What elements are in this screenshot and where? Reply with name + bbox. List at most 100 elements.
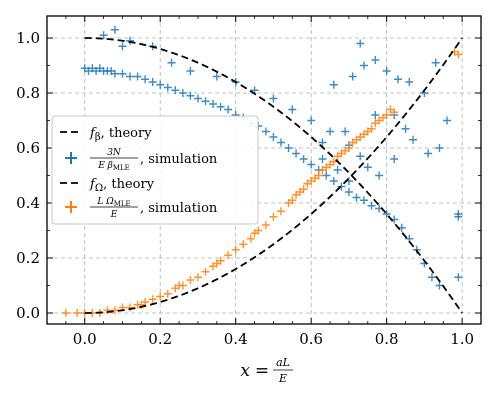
beta-simulation-point: [382, 67, 391, 75]
beta-simulation-point: [224, 105, 233, 114]
beta-simulation-point: [363, 163, 372, 172]
omega-simulation-point: [363, 127, 372, 136]
omega-sim-numerator: L ΩMLE: [96, 197, 130, 208]
fbeta-theory-label: fβ, theory: [89, 126, 152, 143]
beta-simulation-point: [209, 100, 218, 108]
beta-simulation-point: [156, 80, 165, 89]
beta-simulation-point: [216, 102, 225, 111]
omega-simulation-point: [318, 166, 327, 174]
beta-simulation-point: [110, 25, 119, 34]
beta-simulation-point: [371, 56, 380, 64]
omega-simulation-point: [356, 133, 365, 141]
omega-simulation-point: [310, 174, 319, 183]
beta-simulation-point: [382, 210, 391, 218]
omega-simulation-point: [295, 188, 304, 196]
omega-simulation-point: [341, 146, 350, 155]
omega-simulation-point: [386, 105, 395, 114]
beta-simulation-point: [292, 149, 301, 158]
beta-simulation-point: [163, 83, 172, 92]
omega-simulation-point: [303, 179, 312, 188]
beta-simulation-point: [344, 188, 353, 196]
beta-simulation-point: [427, 273, 436, 282]
fomega-theory-line: [84, 37, 463, 314]
beta-simulation-point: [126, 36, 135, 45]
omega-simulation: [61, 47, 463, 317]
x-axis-label-numerator: aL: [276, 356, 290, 369]
fomega-theory-label: fΩ, theory: [89, 177, 155, 194]
beta-simulation-point: [405, 78, 414, 86]
beta-simulation-point: [269, 133, 278, 141]
x-tick-label: 0.8: [375, 330, 399, 348]
y-tick-label: 1.0: [16, 29, 40, 47]
x-tick-label: 1.0: [450, 330, 474, 348]
beta-simulation-point: [367, 201, 376, 210]
beta-simulation-point: [409, 135, 418, 144]
omega-simulation-point: [269, 212, 278, 221]
beta-simulation-point: [360, 196, 369, 205]
omega-simulation-point: [212, 259, 221, 268]
omega-simulation-point: [261, 221, 270, 229]
beta-simulation-point: [299, 155, 308, 163]
omega-simulation-point: [333, 152, 342, 161]
omega-simulation-point: [246, 234, 255, 243]
omega-simulation-point: [163, 289, 172, 298]
omega-simulation-point: [348, 138, 357, 147]
beta-simulation-point: [322, 171, 331, 180]
beta-simulation-point: [126, 72, 135, 81]
omega-simulation-point: [61, 309, 70, 317]
omega-simulation-point: [103, 306, 112, 315]
beta-simulation-point: [318, 138, 327, 147]
y-tick-label: 0.4: [16, 194, 40, 212]
beta-simulation-point: [371, 111, 380, 119]
omega-simulation-point: [148, 295, 157, 304]
beta-simulation-point: [356, 152, 365, 161]
omega-simulation-point: [250, 229, 259, 238]
omega-simulation-point: [378, 113, 387, 122]
beta-simulation-point: [352, 193, 361, 202]
y-tick-label: 0.6: [16, 139, 40, 157]
omega-sim-swatch: [65, 201, 77, 213]
beta-sim-label: , simulation: [140, 152, 218, 167]
omega-simulation-point: [288, 196, 297, 205]
beta-simulation-point: [329, 177, 338, 185]
beta-simulation-point: [276, 138, 285, 147]
omega-simulation-point: [186, 276, 195, 284]
beta-sim-swatch: [65, 152, 77, 164]
beta-sim-denominator: E βMLE: [97, 161, 130, 172]
beta-simulation-point: [186, 91, 195, 100]
beta-simulation-point: [454, 212, 463, 221]
beta-simulation-point: [337, 182, 346, 191]
x-tick-label: 0.4: [224, 330, 248, 348]
fbeta-theory-line: [84, 37, 463, 314]
beta-simulation-point: [99, 31, 108, 40]
omega-simulation-point: [276, 207, 285, 216]
beta-simulation-point: [171, 86, 180, 95]
y-tick-label: 0.0: [16, 304, 40, 322]
beta-simulation-point: [454, 273, 463, 282]
omega-simulation-point: [326, 160, 335, 169]
beta-simulation-point: [375, 171, 384, 180]
beta-simulation-point: [443, 116, 452, 125]
beta-simulation-point: [118, 42, 127, 51]
theory-layer: [84, 37, 463, 314]
beta-simulation-point: [333, 166, 342, 174]
beta-simulation-point: [118, 69, 127, 78]
beta-sim-numerator: 3N: [107, 148, 122, 158]
beta-simulation-point: [393, 75, 402, 84]
omega-simulation-point: [224, 251, 233, 260]
x-axis-label-lhs: x: [240, 361, 250, 381]
beta-simulation-point: [261, 127, 270, 136]
beta-simulation-point: [133, 72, 142, 81]
x-tick-label: 0.6: [299, 330, 323, 348]
beta-simulation-point: [193, 94, 202, 103]
beta-simulation-point: [212, 72, 221, 81]
beta-simulation-point: [431, 58, 440, 67]
beta-simulation-point: [307, 116, 316, 125]
omega-simulation-point: [156, 292, 165, 301]
x-tick-label: 0.0: [73, 330, 97, 348]
omega-simulation-point: [201, 267, 210, 276]
beta-simulation-point: [307, 160, 316, 169]
omega-simulation-point: [454, 50, 463, 59]
y-tick-label: 0.8: [16, 84, 40, 102]
